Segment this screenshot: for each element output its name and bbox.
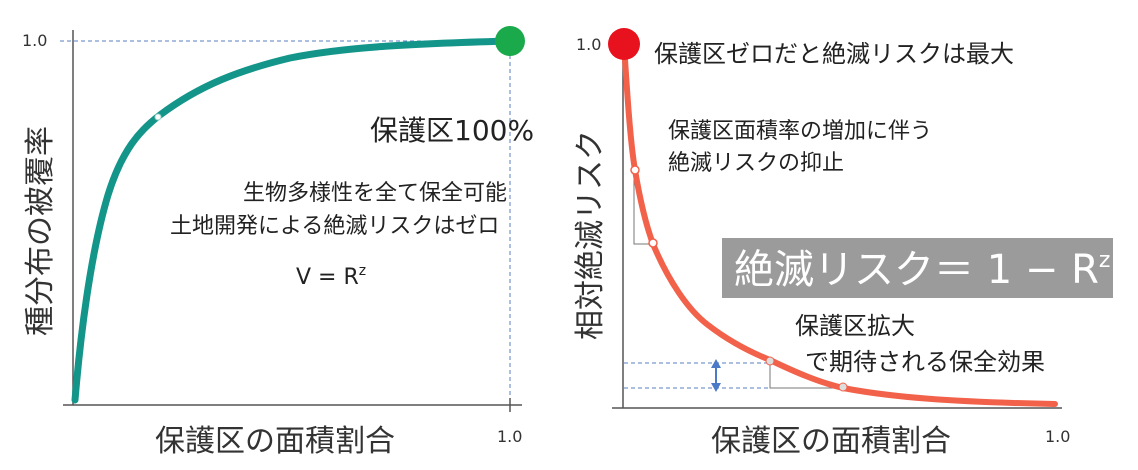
right-effect-step-bracket — [769, 362, 843, 389]
right-curve-point-3 — [765, 356, 775, 366]
right-effect-arrow-head-up — [711, 359, 721, 368]
left-formula-exponent: z — [359, 263, 366, 279]
left-panel: 1.0 1.0 保護区の面積割合 種分布の被覆率 保護区100% 生物多様性を全… — [22, 26, 534, 459]
right-formula-box — [722, 238, 1113, 298]
left-annotation-title: 保護区100% — [370, 114, 534, 147]
right-formula: 絶滅リスク＝ 1 − Rz — [734, 247, 1110, 293]
right-formula-exponent: z — [1099, 248, 1111, 273]
left-x-tick-label: 1.0 — [497, 427, 522, 446]
left-formula-base: V = R — [296, 265, 359, 290]
left-endpoint-marker — [495, 26, 525, 56]
right-effect-arrow-head-down — [711, 383, 721, 392]
left-y-tick-label: 1.0 — [22, 31, 47, 50]
right-curve-point-1 — [630, 165, 640, 175]
right-start-point-marker — [608, 28, 640, 60]
right-x-axis-title: 保護区の面積割合 — [711, 424, 951, 459]
left-x-axis-title: 保護区の面積割合 — [155, 424, 395, 459]
left-coverage-curve — [71, 37, 514, 404]
left-curve-bend-point — [154, 113, 162, 121]
left-formula: V = Rz — [296, 263, 366, 290]
right-y-axis-title: 相対絶滅リスク — [573, 130, 608, 340]
right-effect-line2: で期待される保全効果 — [805, 348, 1045, 376]
left-annotation-line1: 生物多様性を全て保全可能 — [243, 181, 507, 206]
right-panel: 1.0 1.0 保護区の面積割合 相対絶滅リスク 保護区ゼロだと絶滅リスクは最大… — [573, 28, 1113, 459]
left-annotation-line2: 土地開発による絶滅リスクはゼロ — [170, 214, 499, 239]
right-effect-line1: 保護区拡大 — [795, 312, 915, 340]
right-curve-point-2 — [648, 238, 658, 248]
right-formula-base: 絶滅リスク＝ 1 − R — [734, 247, 1099, 293]
right-mid-annotation-line1: 保護区面積率の増加に伴う — [668, 119, 932, 144]
right-risk-step-bracket — [633, 170, 652, 245]
right-x-tick-label: 1.0 — [1045, 427, 1070, 446]
right-y-tick-label: 1.0 — [576, 35, 601, 54]
right-mid-annotation-line2: 絶滅リスクの抑止 — [668, 151, 844, 176]
right-top-annotation: 保護区ゼロだと絶滅リスクは最大 — [654, 40, 1014, 68]
left-y-axis-title: 種分布の被覆率 — [23, 126, 58, 336]
right-curve-point-4 — [838, 382, 848, 392]
